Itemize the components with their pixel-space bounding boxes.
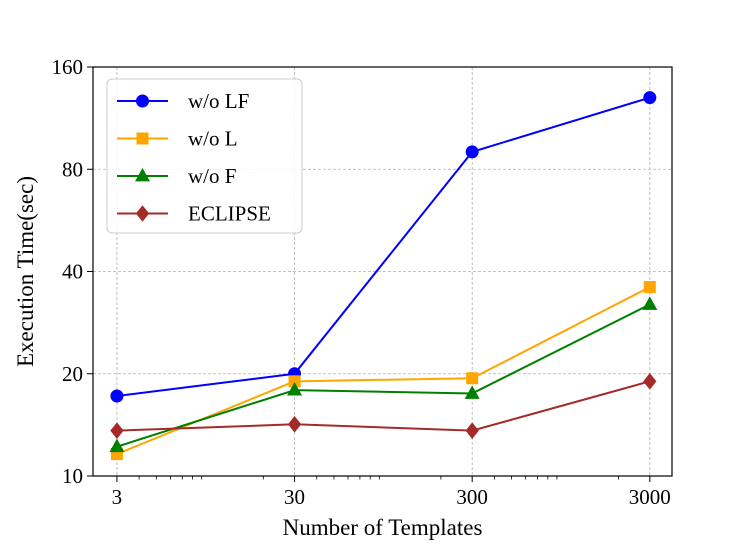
data-point-w-o-f [109,438,125,453]
y-tick-label: 20 [62,362,83,386]
legend-label: w/o L [188,127,238,151]
legend-box [106,78,303,234]
data-point-eclipse [643,373,657,390]
series [109,91,658,461]
legend: w/o LF w/o L w/o F ECLIPSE [106,78,303,234]
legend-item-w-o-lf: w/o LF [117,89,249,113]
series-eclipse [110,373,657,439]
legend-marker [134,167,151,182]
legend-label: ECLIPSE [188,202,271,226]
series-line-w-o-f [116,303,651,448]
y-tick-label: 160 [52,55,84,79]
legend-marker [136,94,149,108]
data-point-w-o-l [466,372,479,385]
data-point-eclipse [465,422,479,439]
legend-marker [136,132,149,145]
legend-item-w-o-l: w/o L [117,127,238,151]
x-tick-label: 300 [456,485,488,509]
x-tick-label: 3000 [629,485,671,509]
data-point-w-o-f [287,382,303,396]
data-point-w-o-l [643,281,656,294]
axes: 3 30 300 3000 10 20 40 80 160 [52,55,671,509]
series-w-o-l [110,281,656,461]
y-tick-label: 80 [62,157,83,181]
data-point-w-o-lf [643,91,657,105]
legend-item-w-o-f: w/o F [117,164,236,188]
series-line-eclipse [116,380,651,432]
series-w-o-f [109,296,658,453]
y-axis-label: Execution Time(sec) [13,176,38,367]
data-point-w-o-lf [110,389,124,403]
data-point-w-o-f [464,385,480,399]
x-tick-label: 3 [112,485,123,509]
data-point-w-o-f [642,296,658,310]
legend-label: w/o LF [188,89,249,113]
legend-label: w/o F [188,164,236,188]
series-line-w-o-l [116,286,651,456]
data-point-eclipse [287,415,302,433]
grid [93,67,672,476]
legend-item-eclipse: ECLIPSE [117,202,271,226]
data-point-w-o-lf [465,145,479,159]
x-axis-label: Number of Templates [283,515,483,540]
data-point-eclipse [110,422,124,439]
x-tick-label: 30 [284,485,305,509]
legend-marker [135,205,150,222]
y-tick-label: 40 [62,260,83,284]
y-tick-label: 10 [62,464,83,488]
series-line-w-o-lf [116,96,651,397]
